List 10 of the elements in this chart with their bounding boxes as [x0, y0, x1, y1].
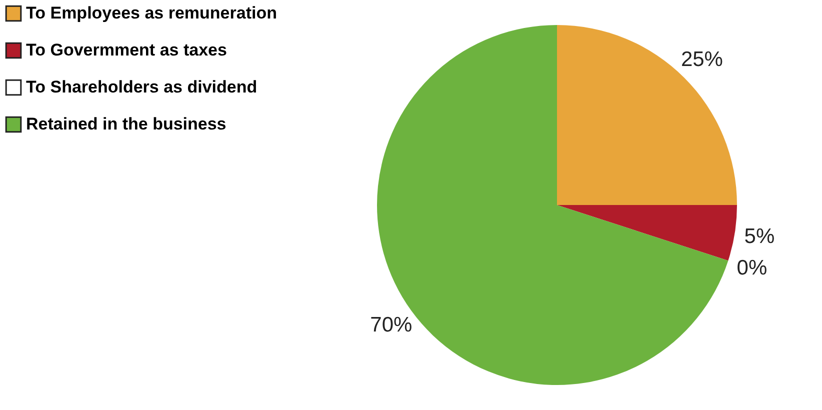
text: 0% — [736, 256, 768, 280]
legend-label: To Employees as remuneration — [26, 4, 277, 22]
data-label: 5% — [744, 225, 775, 248]
data-label: 70% — [370, 313, 412, 336]
data-label: 25% — [680, 48, 723, 72]
legend-label: To Govermment as taxes — [26, 40, 227, 60]
legend-label: Retained in the business — [26, 114, 226, 134]
legend-label: To Shareholders as dividend — [26, 78, 258, 96]
pie-slice — [557, 25, 737, 205]
pie-slice — [557, 205, 737, 261]
